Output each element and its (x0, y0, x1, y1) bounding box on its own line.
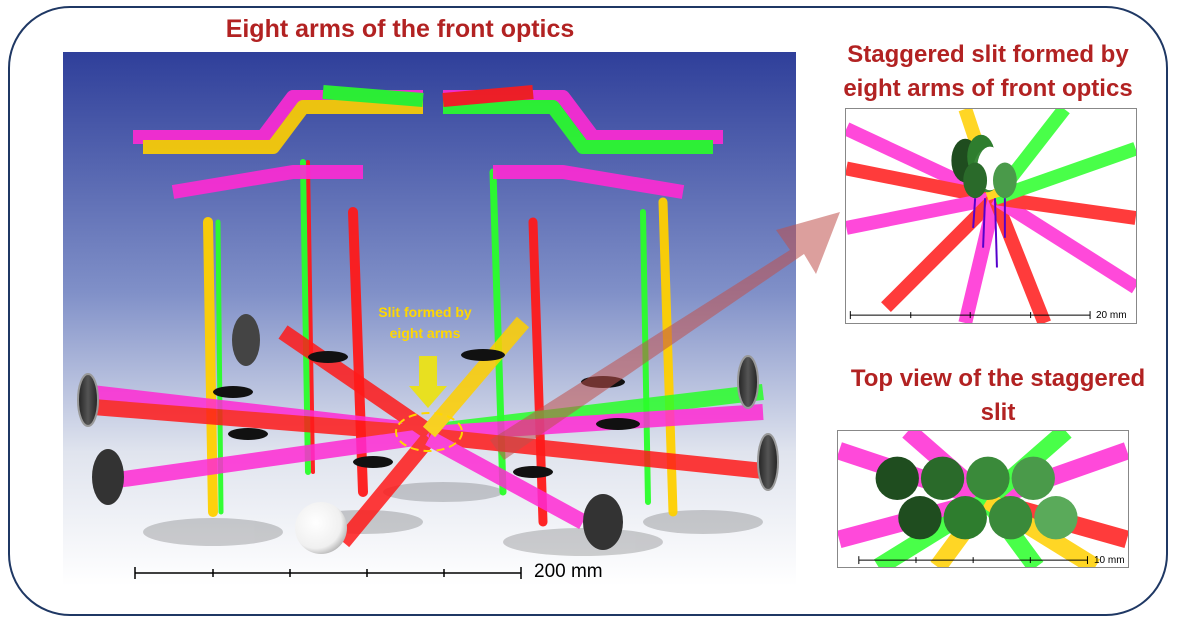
main-title: Eight arms of the front optics (225, 15, 575, 43)
slit-formed-annotation: Slit formed by eight arms (378, 304, 472, 341)
main-scale-label: 200 mm (534, 561, 603, 582)
zoom-arrow (490, 212, 840, 460)
rounded-frame (8, 6, 1168, 616)
top-view-inset (837, 430, 1129, 568)
staggered-slit-title: Staggered slit formed by eight arms of f… (843, 41, 1133, 102)
top-view-title: Top view of the staggered slit (850, 365, 1146, 426)
front-optics-3d-render (63, 52, 796, 586)
inset-bottom-scale-label: 10 mm (1094, 555, 1125, 566)
inset-top-scale-label: 20 mm (1096, 310, 1127, 321)
staggered-slit-inset (845, 108, 1137, 324)
